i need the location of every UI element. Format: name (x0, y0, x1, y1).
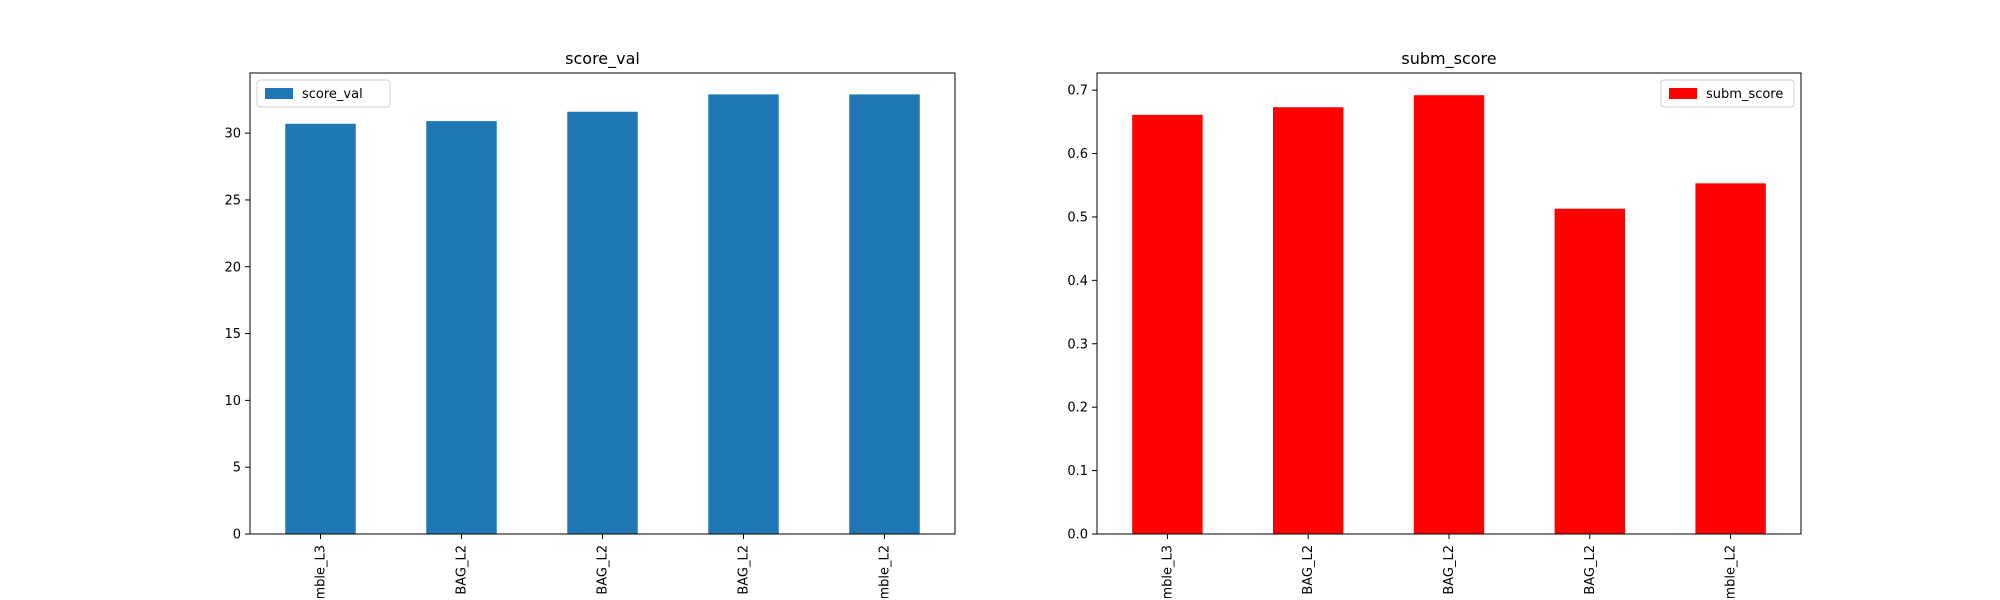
bar-1 (285, 123, 356, 535)
chart-title: score_val (565, 49, 640, 69)
x-tick-label: BAG_L2 (1301, 545, 1316, 595)
bar-4 (1554, 208, 1625, 534)
bar-2 (426, 121, 497, 535)
x-tick-label: mble_L3 (314, 545, 329, 600)
y-tick-label: 0.1 (1067, 464, 1088, 479)
y-tick-label: 0.4 (1067, 274, 1088, 289)
y-tick-label: 0.0 (1067, 528, 1088, 543)
chart-panel-1: score_val 0 5 10 15 20 25 30 mble_L3 BAG_L2 BAG_L2… (224, 49, 956, 600)
y-tick-label: 0.2 (1067, 401, 1088, 416)
chart-panel-2: subm_score 0.0 0.1 0.2 0.3 0.4 0.5 0.6 0.7 mble_L… (1067, 49, 1802, 600)
legend-label: subm_score (1706, 87, 1783, 102)
y-tick-label: 5 (233, 461, 241, 476)
legend: score_val (256, 79, 391, 108)
legend-box (1660, 79, 1795, 108)
y-tick-label: 0 (233, 528, 241, 543)
x-tick-label: mble_L2 (878, 545, 893, 600)
x-tick-label: mble_L2 (1724, 545, 1739, 600)
y-tick-label: 0.3 (1067, 337, 1088, 352)
x-tick-label: BAG_L2 (1583, 545, 1598, 595)
x-tick-label: BAG_L2 (1442, 545, 1457, 595)
y-tick-label: 30 (224, 127, 241, 142)
x-tick-label: mble_L3 (1160, 545, 1175, 600)
y-tick-label: 10 (224, 394, 241, 409)
bar-3 (567, 111, 638, 534)
y-tick-label: 0.7 (1067, 84, 1088, 99)
legend-swatch (265, 88, 293, 99)
legend-box (256, 79, 391, 108)
x-tick-label: BAG_L2 (737, 545, 752, 595)
legend: subm_score (1660, 79, 1795, 108)
bar-5 (1695, 183, 1766, 534)
legend-label: score_val (302, 87, 363, 102)
bar-2 (1273, 107, 1344, 534)
legend-swatch (1669, 88, 1697, 99)
y-tick-label: 15 (224, 327, 241, 342)
y-tick-label: 20 (224, 260, 241, 275)
y-tick-label: 0.6 (1067, 147, 1088, 162)
bar-4 (708, 94, 779, 535)
x-tick-label: BAG_L2 (596, 545, 611, 595)
bar-3 (1413, 95, 1485, 535)
x-tick-label: BAG_L2 (455, 545, 470, 595)
chart-title: subm_score (1401, 49, 1496, 69)
bar-1 (1132, 114, 1203, 534)
bar-5 (849, 94, 920, 535)
y-tick-label: 25 (224, 193, 241, 208)
y-tick-label: 0.5 (1067, 210, 1088, 225)
